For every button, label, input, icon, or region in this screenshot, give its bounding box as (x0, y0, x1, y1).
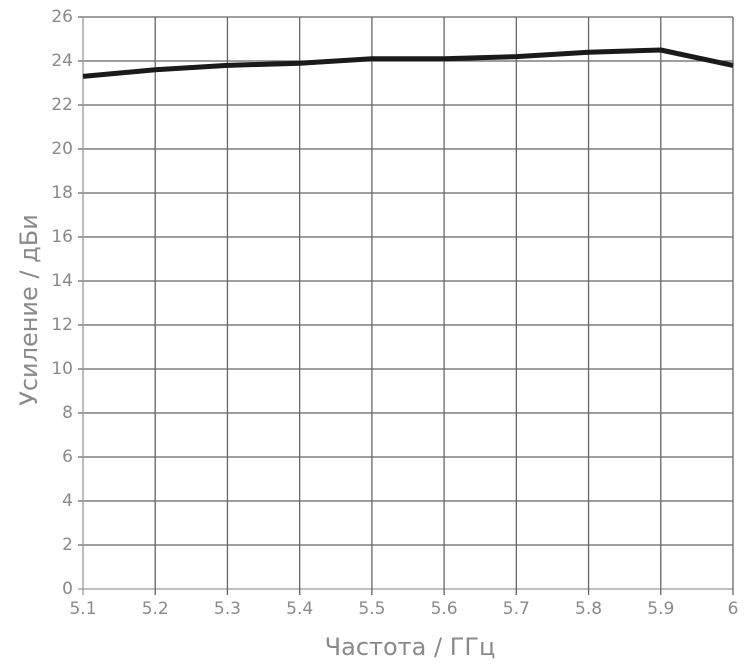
y-tick-label: 6 (62, 447, 73, 467)
x-axis-title: Частота / ГГц (325, 633, 496, 661)
y-tick-label: 8 (62, 403, 73, 423)
x-tick-label: 5.7 (503, 599, 530, 619)
y-tick-label: 20 (51, 139, 73, 159)
y-tick-label: 18 (51, 183, 73, 203)
y-tick-label: 22 (51, 95, 73, 115)
x-tick-label: 5.6 (431, 599, 458, 619)
y-tick-label: 10 (51, 359, 73, 379)
x-tick-label: 5.9 (647, 599, 674, 619)
y-tick-label: 14 (51, 271, 73, 291)
x-tick-label: 6 (728, 599, 739, 619)
x-tick-label: 5.1 (69, 599, 96, 619)
x-tick-label: 5.5 (358, 599, 385, 619)
x-tick-label: 5.4 (286, 599, 313, 619)
y-tick-label: 4 (62, 491, 73, 511)
y-tick-label: 24 (51, 51, 73, 71)
y-tick-label: 12 (51, 315, 73, 335)
x-tick-label: 5.8 (575, 599, 602, 619)
y-axis-title: Усиление / дБи (15, 214, 43, 406)
data-line (82, 47, 734, 79)
x-tick-label: 5.3 (214, 599, 241, 619)
x-tick-label: 5.2 (142, 599, 169, 619)
y-tick-label: 16 (51, 227, 73, 247)
y-tick-label: 2 (62, 535, 73, 555)
y-tick-label: 26 (51, 7, 73, 27)
y-tick-label: 0 (62, 579, 73, 599)
